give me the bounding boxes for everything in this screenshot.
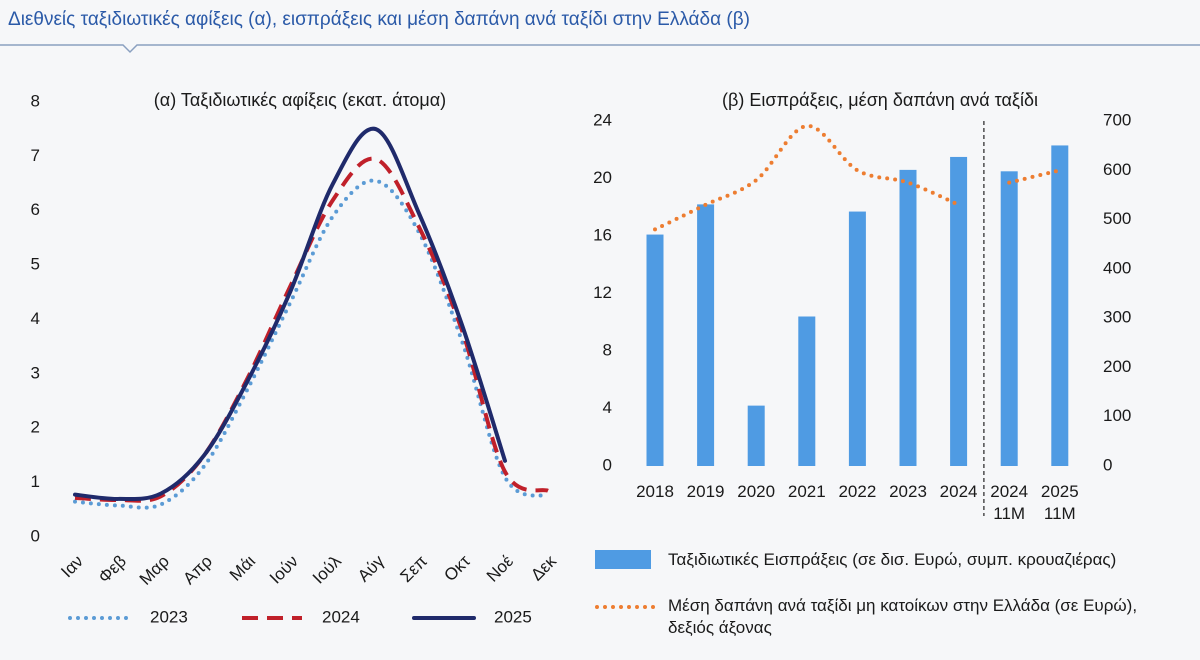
- x-tick-label: 2023: [889, 482, 927, 501]
- x-tick-label: Σεπ: [396, 552, 431, 587]
- x-tick-label: Ιούλ: [309, 551, 345, 587]
- y2-tick-label: 400: [1103, 258, 1131, 277]
- y-tick-label: 12: [593, 283, 612, 302]
- y-tick-label: 3: [31, 363, 40, 382]
- y-tick-label: 5: [31, 255, 40, 274]
- y-tick-label: 6: [31, 200, 40, 219]
- x-tick-label: Ιούν: [266, 552, 302, 588]
- legend-label: Μέση δαπάνη ανά ταξίδι μη κατοίκων στην …: [668, 596, 1138, 637]
- x-tick-label: Απρ: [179, 552, 216, 589]
- title-rule: [0, 44, 1200, 54]
- x-tick-label: 2024: [939, 482, 978, 501]
- bar: [798, 316, 816, 466]
- x-tick-label: Νοέ: [483, 551, 517, 585]
- series-line: [653, 123, 1062, 232]
- y-tick-label: 2: [31, 418, 40, 437]
- bar: [848, 211, 866, 466]
- y2-tick-label: 700: [1103, 110, 1131, 129]
- y2-tick-label: 300: [1103, 308, 1131, 327]
- y2-tick-label: 600: [1103, 160, 1131, 179]
- legend-label: 2023: [150, 607, 188, 626]
- x-tick-label: 2021: [787, 482, 826, 501]
- x-tick-label: 2020: [737, 482, 776, 501]
- bar: [899, 169, 917, 466]
- x-tick-label: Μάι: [226, 551, 259, 584]
- y-tick-label: 7: [31, 146, 40, 165]
- y-tick-label: 4: [31, 309, 40, 328]
- x-tick-label: Οκτ: [440, 551, 474, 585]
- series-line: [73, 178, 550, 510]
- x-tick-label: Μαρ: [136, 552, 173, 589]
- y2-tick-label: 100: [1103, 406, 1131, 425]
- y2-tick-label: 500: [1103, 209, 1131, 228]
- series-line: [73, 126, 507, 502]
- y-tick-label: 20: [593, 168, 612, 187]
- y2-tick-label: 0: [1103, 455, 1112, 474]
- bar: [1051, 145, 1069, 466]
- legend-label: 2024: [322, 607, 360, 626]
- x-tick-label: 2022: [838, 482, 877, 501]
- y-tick-label: 0: [31, 526, 40, 545]
- y-tick-label: 16: [593, 225, 612, 244]
- bar: [950, 156, 968, 466]
- y2-tick-label: 200: [1103, 357, 1131, 376]
- x-tick-label: Φεβ: [95, 551, 130, 586]
- y-tick-label: 0: [603, 455, 612, 474]
- bar: [697, 204, 715, 466]
- bar: [1000, 171, 1018, 466]
- bar: [646, 234, 664, 466]
- y-tick-label: 1: [31, 472, 40, 491]
- x-tick-label: 2025 11M: [1040, 482, 1079, 523]
- bar: [747, 405, 765, 466]
- y-tick-label: 8: [31, 91, 40, 110]
- page-title: Διεθνείς ταξιδιωτικές αφίξεις (α), εισπρ…: [8, 9, 750, 30]
- legend-swatch: [595, 550, 651, 569]
- chart-title: (α) Ταξιδιωτικές αφίξεις (εκατ. άτομα): [154, 90, 446, 110]
- x-tick-label: 2024 11M: [990, 482, 1029, 523]
- y-tick-label: 8: [603, 340, 612, 359]
- series-line: [74, 156, 549, 503]
- chart-title: (β) Εισπράξεις, μέση δαπάνη ανά ταξίδι: [722, 90, 1038, 110]
- x-tick-label: 2018: [636, 482, 674, 501]
- x-tick-label: Αύγ: [354, 551, 388, 585]
- y-tick-label: 4: [603, 398, 612, 417]
- x-tick-label: Ιαν: [57, 552, 87, 582]
- legend-label: Ταξιδιωτικές Εισπράξεις (σε δισ. Ευρώ, σ…: [668, 550, 1117, 569]
- y-tick-label: 24: [593, 110, 612, 129]
- x-tick-label: 2019: [686, 482, 725, 501]
- legend-label: 2025: [494, 607, 532, 626]
- x-tick-label: Δεκ: [527, 551, 560, 584]
